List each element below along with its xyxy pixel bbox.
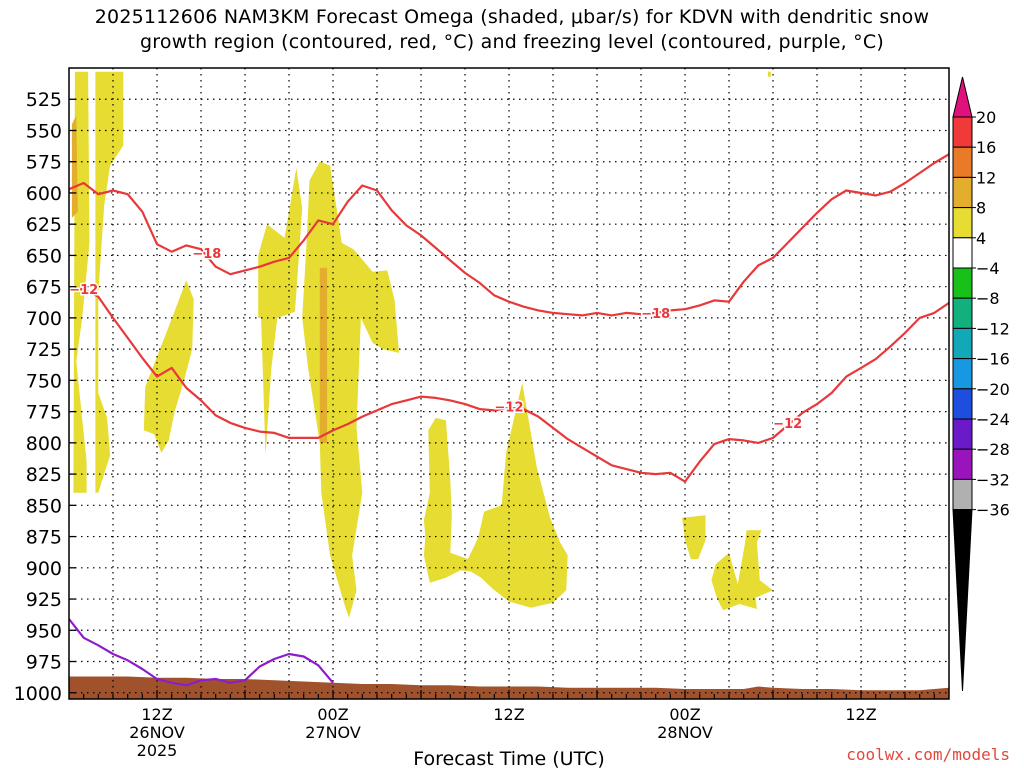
y-tick-label-950: 950 <box>26 620 62 642</box>
x-tick-label-2-1: 12Z <box>493 705 524 724</box>
colorbar-label-10: −24 <box>976 410 1010 429</box>
omega-region-6 <box>319 267 328 443</box>
x-tick-label-1-2: 27NOV <box>305 723 361 742</box>
y-tick-label-775: 775 <box>26 402 62 424</box>
y-tick-label-650: 650 <box>26 245 62 267</box>
chart-title-line1: 2025112606 NAM3KM Forecast Omega (shaded… <box>94 6 930 28</box>
omega-region-4 <box>258 168 303 456</box>
colorbar-label-5: −4 <box>976 259 1000 278</box>
contour-line-1 <box>69 288 949 483</box>
colorbar-label-3: 8 <box>976 199 986 218</box>
y-tick-label-825: 825 <box>26 464 62 486</box>
y-tick-label-700: 700 <box>26 308 62 330</box>
colorbar-label-7: −12 <box>976 319 1010 338</box>
contour-lines <box>69 153 949 687</box>
colorbar-label-8: −16 <box>976 350 1010 369</box>
x-tick-label-3-1: 00Z <box>669 705 700 724</box>
omega-region-0 <box>73 71 90 493</box>
colorbar-label-12: −32 <box>976 470 1010 489</box>
watermark: coolwx.com/models <box>846 745 1010 764</box>
y-tick-label-850: 850 <box>26 495 62 517</box>
colorbar-segment-0 <box>952 116 973 148</box>
x-tick-label-3-2: 28NOV <box>657 723 713 742</box>
y-tick-label-550: 550 <box>26 120 62 142</box>
colorbar-label-9: −20 <box>976 380 1010 399</box>
colorbar-label-13: −36 <box>976 501 1010 520</box>
colorbar-segment-5 <box>952 267 973 299</box>
y-axis: 525 550 575 600 625 650 675 700 725 750 775 800 825 8… <box>14 89 76 705</box>
omega-region-2 <box>71 115 78 218</box>
y-tick-label-875: 875 <box>26 527 62 549</box>
omega-region-10 <box>767 71 771 77</box>
contour-label-0: −18 <box>192 247 221 262</box>
contour-label-3: −12 <box>495 401 524 416</box>
x-tick-label-0-1: 12Z <box>141 705 172 724</box>
y-tick-label-600: 600 <box>26 183 62 205</box>
x-tick-label-0-2: 26NOV <box>129 723 185 742</box>
contour-line-0 <box>69 153 949 317</box>
colorbar-segment-12 <box>952 478 973 511</box>
chart-title-line2: growth region (contoured, red, °C) and f… <box>140 31 884 53</box>
y-tick-label-975: 975 <box>26 652 62 674</box>
plot-area <box>69 68 949 699</box>
contour-label-1: −18 <box>641 307 670 322</box>
colorbar-segment-1 <box>952 146 973 178</box>
contour-labels: −18 −18 −12 −12 −12 <box>68 245 804 433</box>
y-tick-label-575: 575 <box>26 152 62 174</box>
y-tick-label-675: 675 <box>26 277 62 299</box>
omega-region-3 <box>143 280 194 453</box>
y-tick-label-800: 800 <box>26 433 62 455</box>
colorbar-label-6: −8 <box>976 289 1000 308</box>
colorbar-label-2: 12 <box>976 168 996 187</box>
omega-region-9 <box>711 530 773 611</box>
omega-region-7 <box>423 382 568 608</box>
y-tick-label-750: 750 <box>26 370 62 392</box>
colorbar-label-11: −28 <box>976 440 1010 459</box>
contour-label-4: −12 <box>773 417 802 432</box>
colorbar-segment-3 <box>952 207 973 239</box>
y-tick-label-900: 900 <box>26 558 62 580</box>
omega-shading <box>71 71 773 618</box>
colorbar-label-4: 4 <box>976 229 986 248</box>
colorbar: 20 16 12 8 4 −4 −8 −12 −16 −20 −24 −28 −32 −36 <box>952 76 1010 692</box>
y-tick-label-1000: 1000 <box>14 683 62 705</box>
x-axis-label: Forecast Time (UTC) <box>413 748 604 768</box>
colorbar-segment-6 <box>952 297 973 329</box>
x-tick-label-0-3: 2025 <box>137 741 178 760</box>
x-tick-label-1-1: 00Z <box>317 705 348 724</box>
colorbar-segment-8 <box>952 358 973 390</box>
y-tick-label-725: 725 <box>26 339 62 361</box>
colorbar-top-arrow <box>952 76 973 118</box>
y-tick-label-625: 625 <box>26 214 62 236</box>
colorbar-segment-10 <box>952 418 973 450</box>
colorbar-bottom-arrow <box>952 509 973 692</box>
colorbar-segment-2 <box>952 176 973 209</box>
colorbar-label-1: 16 <box>976 138 996 157</box>
omega-region-1 <box>95 71 124 493</box>
y-tick-label-925: 925 <box>26 589 62 611</box>
y-tick-label-525: 525 <box>26 89 62 111</box>
colorbar-segment-7 <box>952 327 973 360</box>
x-tick-label-4-1: 12Z <box>845 705 876 724</box>
contour-line-2 <box>69 618 334 687</box>
colorbar-label-0: 20 <box>976 108 996 127</box>
contour-label-2: −12 <box>69 283 98 298</box>
colorbar-segment-11 <box>952 448 973 480</box>
colorbar-segment-4 <box>952 237 973 269</box>
colorbar-segment-9 <box>952 388 973 420</box>
omega-region-8 <box>682 515 706 560</box>
